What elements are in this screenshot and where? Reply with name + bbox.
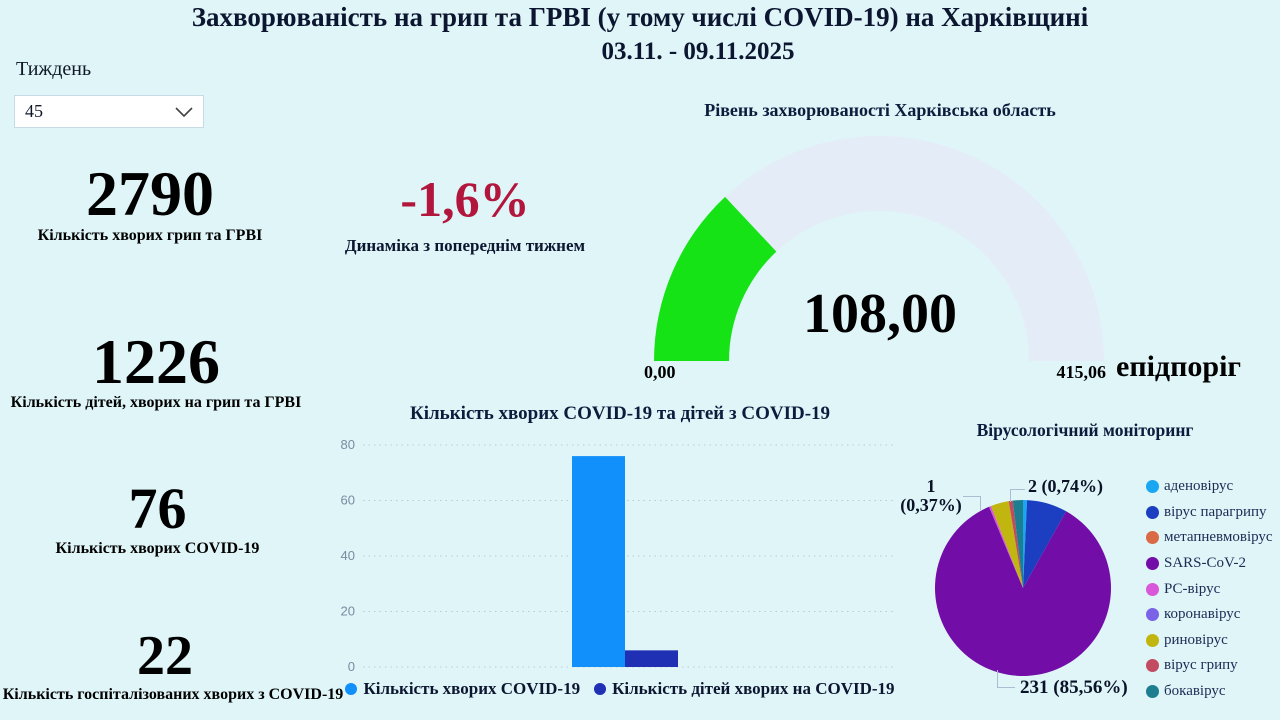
pie-legend-item-1[interactable]: вірус парагрипу (1146, 500, 1280, 526)
gauge-min-label: 0,00 (644, 362, 676, 382)
bar-chart: 0 20 40 60 80 (341, 437, 895, 674)
pie-slice-0[interactable] (1023, 500, 1028, 588)
gauge-fill (654, 196, 777, 361)
kpi-flu-total-value: 2790 (86, 158, 214, 229)
legend-dot-icon (1146, 582, 1159, 596)
pie-chart-legend: аденовірус вірус парагрипу метапневмовірус… (1146, 474, 1280, 704)
pie-legend-label: риновірус (1164, 631, 1228, 648)
pie-chart (935, 500, 1111, 676)
kpi-covid-label: Кількість хворих COVID-19 (55, 540, 260, 557)
gauge-max-label: 415,06 (1056, 362, 1107, 382)
gauge-title: Рівень захворюваності Харківська область (704, 100, 1056, 120)
pie-slice-3[interactable] (935, 506, 1111, 676)
legend-dot-icon (594, 683, 607, 695)
legend-dot-icon (1146, 685, 1159, 699)
y-axis-tick: 20 (341, 604, 355, 619)
pie-legend-item-5[interactable]: коронавірус (1146, 602, 1280, 628)
page-subtitle: 03.11. - 09.11.2025 (601, 38, 795, 65)
pie-legend-label: коронавірус (1164, 606, 1241, 623)
y-axis-tick: 0 (348, 659, 355, 674)
dynamics-label: Динаміка з попереднім тижнем (344, 236, 586, 255)
y-axis-tick: 60 (341, 493, 355, 508)
gauge-value: 108,00 (803, 283, 957, 345)
kpi-children-flu-value: 1226 (92, 326, 220, 397)
pie-legend-label: вірус парагрипу (1164, 503, 1267, 520)
pie-legend-label: SARS-CoV-2 (1164, 555, 1246, 572)
legend-dot-icon (345, 683, 358, 695)
pie-legend-item-2[interactable]: метапневмовірус (1146, 525, 1280, 551)
pie-chart-title: Вірусологічний моніторинг (976, 420, 1194, 440)
bar-legend-item-1[interactable]: Кількість дітей хворих на COVID-19 (594, 679, 895, 699)
page-title: Захворюваність на грип та ГРВІ (у тому ч… (191, 2, 1089, 32)
pie-legend-label: метапневмовірус (1164, 529, 1273, 546)
pie-legend-label: РС-вірус (1164, 580, 1221, 597)
pie-callout-connector-sars (997, 670, 1015, 688)
pie-callout-connector-adenovirus (1010, 489, 1025, 502)
legend-dot-icon (1146, 557, 1159, 571)
pie-legend-item-8[interactable]: бокавірус (1146, 679, 1280, 705)
bar-chart-title: Кількість хворих COVID-19 та дітей з COV… (409, 403, 831, 424)
kpi-hospitalized-label: Кількість госпіталізованих хворих з COVI… (2, 686, 344, 703)
pie-callout-connector-rs-virus (963, 496, 981, 510)
week-slicer-dropdown[interactable]: 45 (14, 95, 204, 128)
y-axis-tick: 80 (341, 437, 355, 452)
pie-slice-1[interactable] (1023, 500, 1067, 588)
pie-slice-6[interactable] (990, 501, 1023, 588)
pie-callout-sars: 231 (85,56%) (1020, 677, 1128, 698)
legend-dot-icon (1146, 480, 1159, 494)
pie-slice-8[interactable] (1012, 500, 1023, 588)
kpi-children-flu-label: Кількість дітей, хворих на грип та ГРВІ (10, 394, 302, 411)
legend-dot-icon (1146, 608, 1159, 622)
bar-chart-legend: Кількість хворих COVID-19 Кількість дітей… (340, 679, 900, 699)
kpi-flu-total-label: Кількість хворих грип та ГРВІ (37, 227, 263, 244)
pie-legend-label: вірус грипу (1164, 657, 1238, 674)
week-slicer-value: 45 (25, 101, 43, 121)
pie-slice-7[interactable] (1008, 500, 1023, 588)
pie-callout-rs-virus: 1 (0,37%) (900, 476, 962, 515)
legend-dot-icon (1146, 659, 1159, 673)
gauge-track (654, 136, 1104, 361)
gauge-chart (654, 136, 1104, 361)
pie-legend-item-4[interactable]: РС-вірус (1146, 576, 1280, 602)
pie-legend-label: бокавірус (1164, 683, 1226, 700)
legend-dot-icon (1146, 633, 1159, 647)
legend-dot-icon (1146, 531, 1159, 545)
bar-covid-total[interactable] (572, 456, 625, 667)
pie-callout-adenovirus: 2 (0,74%) (1028, 476, 1103, 496)
chevron-down-icon (175, 106, 193, 117)
bar-legend-label: Кількість дітей хворих на COVID-19 (612, 679, 895, 698)
kpi-covid-value: 76 (128, 476, 187, 541)
pie-legend-item-7[interactable]: вірус грипу (1146, 653, 1280, 679)
pie-legend-item-3[interactable]: SARS-CoV-2 (1146, 551, 1280, 577)
bar-legend-label: Кількість хворих COVID-19 (363, 679, 581, 698)
pie-slice-4[interactable] (989, 506, 1023, 588)
dynamics-value: -1,6% (400, 171, 530, 227)
gauge-target-label: епідпоріг (1116, 350, 1242, 383)
week-slicer-label: Тиждень (16, 58, 92, 80)
pie-legend-label: аденовірус (1164, 478, 1234, 495)
kpi-hospitalized-value: 22 (137, 625, 193, 687)
y-axis-tick: 40 (341, 548, 355, 563)
legend-dot-icon (1146, 505, 1159, 519)
pie-legend-item-0[interactable]: аденовірус (1146, 474, 1280, 500)
pie-legend-item-6[interactable]: риновірус (1146, 628, 1280, 654)
bar-legend-item-0[interactable]: Кількість хворих COVID-19 (345, 679, 580, 699)
bar-covid-children[interactable] (625, 650, 678, 667)
